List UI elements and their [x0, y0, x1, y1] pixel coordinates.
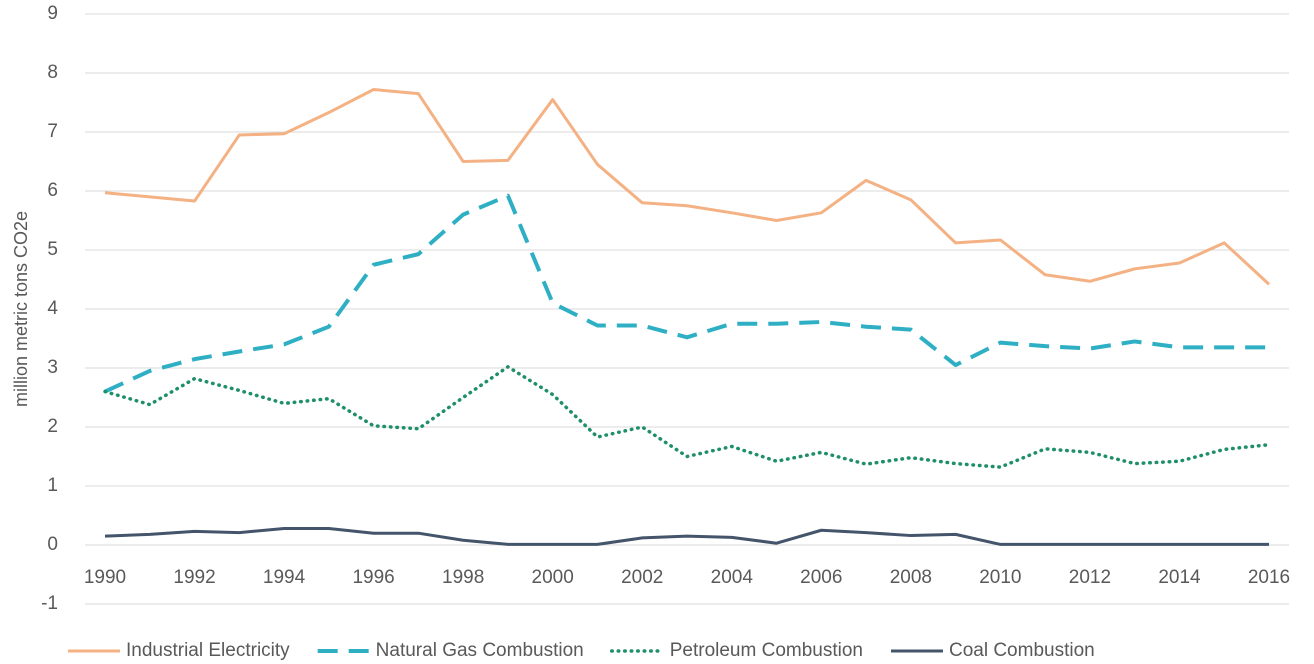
y-tick-label: 8	[47, 62, 58, 83]
y-tick-label: 7	[47, 121, 58, 142]
y-tick-label: 0	[47, 534, 58, 555]
y-tick-label: 3	[47, 357, 58, 378]
x-tick-label: 1996	[352, 567, 394, 588]
series-line	[104, 193, 1269, 394]
y-tick-label: 5	[47, 239, 58, 260]
x-tick-label: 2000	[532, 567, 574, 588]
x-tick-label: 1990	[84, 567, 126, 588]
x-tick-label: 2008	[890, 567, 932, 588]
x-tick-label: 2012	[1069, 567, 1111, 588]
y-tick-label: -1	[41, 593, 58, 614]
x-tick-label: 1994	[263, 567, 306, 588]
y-tick-label: 9	[47, 3, 58, 24]
x-tick-label: 2016	[1248, 567, 1290, 588]
x-tick-label: 1992	[173, 567, 215, 588]
x-tick-label: 2010	[979, 567, 1021, 588]
x-tick-label: 2006	[800, 567, 842, 588]
legend-label: Natural Gas Combustion	[376, 640, 584, 661]
series-line	[104, 88, 1271, 286]
legend-label: Petroleum Combustion	[670, 640, 863, 661]
x-tick-label: 2004	[711, 567, 754, 588]
y-axis-label: million metric tons CO2e	[11, 211, 31, 407]
x-tick-label: 2014	[1158, 567, 1201, 588]
y-tick-label: 4	[47, 298, 58, 319]
series-line	[104, 526, 1269, 546]
legend-label: Coal Combustion	[949, 640, 1095, 661]
x-tick-label: 2002	[621, 567, 663, 588]
series-line	[103, 365, 1271, 469]
x-tick-label: 1998	[442, 567, 484, 588]
legend-label: Industrial Electricity	[126, 640, 290, 661]
y-tick-label: 2	[47, 416, 58, 437]
y-tick-label: 1	[47, 475, 58, 496]
y-tick-label: 6	[47, 180, 58, 201]
